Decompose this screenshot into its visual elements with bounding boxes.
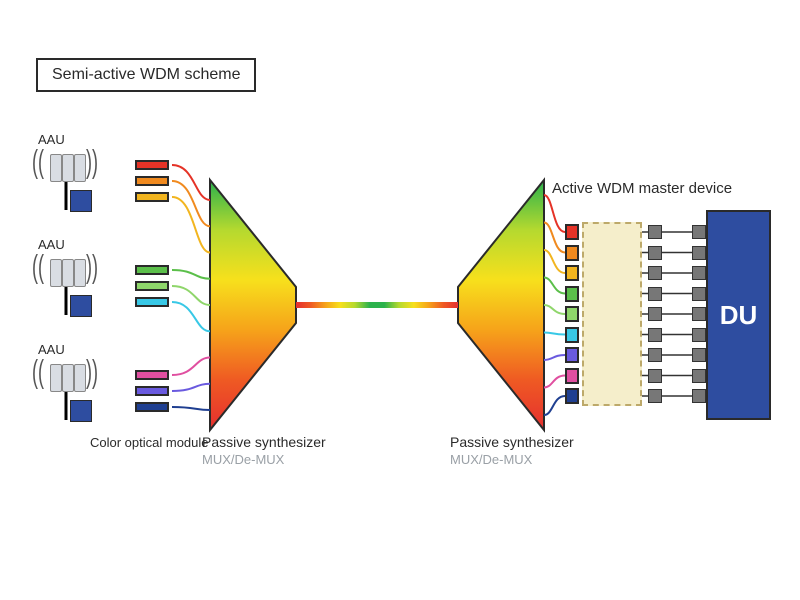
color-module-bar xyxy=(135,370,169,380)
aau-antenna xyxy=(50,259,62,287)
color-module-bar xyxy=(135,176,169,186)
master-color-bar xyxy=(565,306,579,322)
aau-module xyxy=(70,295,92,317)
diagram-svg xyxy=(0,0,800,600)
color-module-bar xyxy=(135,160,169,170)
port xyxy=(692,307,706,321)
port xyxy=(648,389,662,403)
port xyxy=(692,328,706,342)
color-module-bar xyxy=(135,192,169,202)
du-unit: DU xyxy=(706,210,771,420)
port xyxy=(648,287,662,301)
master-device-label: Active WDM master device xyxy=(552,180,732,197)
aau-antenna xyxy=(74,154,86,182)
color-module-bar xyxy=(135,297,169,307)
radio-wave-icon: )) xyxy=(86,144,98,182)
port xyxy=(692,389,706,403)
master-color-bar xyxy=(565,327,579,343)
port xyxy=(648,307,662,321)
mux-label: MUX/De-MUX xyxy=(450,452,532,467)
radio-wave-icon: (( xyxy=(32,354,44,392)
port xyxy=(648,225,662,239)
color-module-bar xyxy=(135,386,169,396)
aau-antenna xyxy=(50,364,62,392)
color-module-bar xyxy=(135,281,169,291)
aau-antenna xyxy=(62,154,74,182)
master-color-bar xyxy=(565,388,579,404)
master-color-bar xyxy=(565,265,579,281)
passive-synth-label: Passive synthesizer xyxy=(202,434,326,450)
radio-wave-icon: (( xyxy=(32,249,44,287)
aau-antenna xyxy=(74,364,86,392)
aau-antenna xyxy=(74,259,86,287)
color-module-label: Color optical module xyxy=(90,435,209,450)
radio-wave-icon: (( xyxy=(32,144,44,182)
color-module-bar xyxy=(135,402,169,412)
master-color-bar xyxy=(565,286,579,302)
aau-antenna xyxy=(62,364,74,392)
master-color-bar xyxy=(565,347,579,363)
wdm-master-panel xyxy=(582,222,642,406)
port xyxy=(692,246,706,260)
port xyxy=(692,287,706,301)
port xyxy=(648,328,662,342)
port xyxy=(648,266,662,280)
aau-module xyxy=(70,190,92,212)
du-label: DU xyxy=(720,300,758,331)
aau-antenna xyxy=(50,154,62,182)
aau-antenna xyxy=(62,259,74,287)
aau-module xyxy=(70,400,92,422)
port xyxy=(692,348,706,362)
master-color-bar xyxy=(565,224,579,240)
port xyxy=(692,369,706,383)
port xyxy=(648,369,662,383)
master-color-bar xyxy=(565,245,579,261)
radio-wave-icon: )) xyxy=(86,354,98,392)
passive-synth-label: Passive synthesizer xyxy=(450,434,574,450)
port xyxy=(692,225,706,239)
port xyxy=(692,266,706,280)
port xyxy=(648,348,662,362)
radio-wave-icon: )) xyxy=(86,249,98,287)
mux-label: MUX/De-MUX xyxy=(202,452,284,467)
port xyxy=(648,246,662,260)
color-module-bar xyxy=(135,265,169,275)
master-color-bar xyxy=(565,368,579,384)
